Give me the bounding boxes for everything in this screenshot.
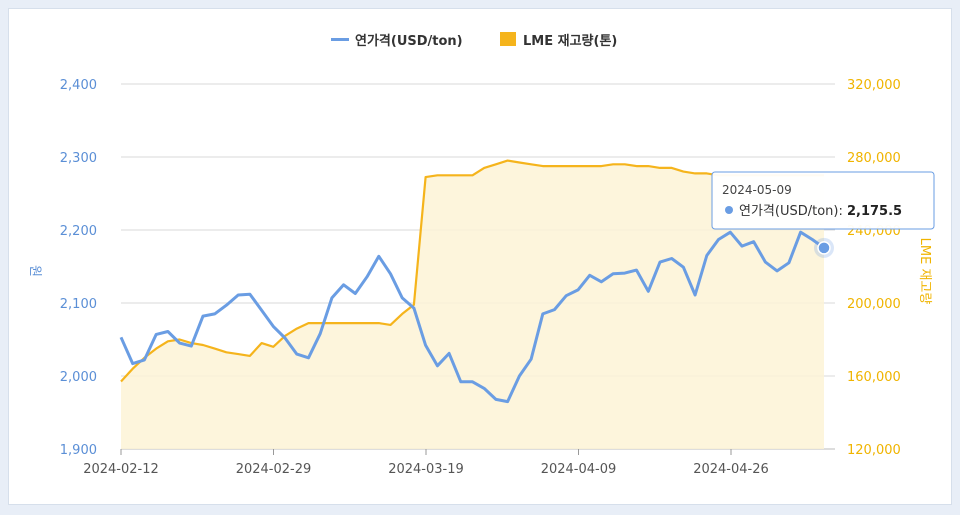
chart-svg: 연가격(USD/ton) LME 재고량(톤) 1,900 2,000 2,100 2… — [27, 32, 935, 477]
series-layer — [119, 159, 834, 449]
tooltip-date: 2024-05-09 — [722, 183, 792, 197]
y-tick-label-left: 2,200 — [60, 224, 97, 239]
y-axis-left-title: 원 — [27, 265, 42, 277]
y-tick-label-right: 160,000 — [847, 370, 901, 385]
tooltip-label: 연가격(USD/ton): — [739, 204, 847, 219]
x-axis: 2024-02-12 2024-02-29 2024-03-19 2024-04-09… — [83, 449, 769, 477]
stock-line — [120, 159, 824, 383]
y-tick-label-left: 2,100 — [60, 297, 97, 312]
x-tick-label: 2024-04-09 — [541, 462, 617, 477]
y-tick-label-left: 2,000 — [60, 370, 97, 385]
chart-panel: 연가격(USD/ton) LME 재고량(톤) 1,900 2,000 2,100 2… — [8, 8, 952, 505]
legend-label-stock[interactable]: LME 재고량(톤) — [523, 34, 617, 49]
y-tick-label-right: 200,000 — [847, 297, 901, 312]
stock-area — [121, 160, 824, 449]
price-line — [119, 230, 825, 404]
y-tick-label-right: 320,000 — [847, 78, 901, 93]
y-tick-label-right: 120,000 — [847, 443, 901, 458]
legend-swatch-stock[interactable] — [500, 32, 516, 46]
tooltip-marker — [725, 206, 733, 214]
x-tick-label: 2024-04-26 — [693, 462, 769, 477]
legend-label-price[interactable]: 연가격(USD/ton) — [355, 34, 463, 49]
x-tick-label: 2024-02-29 — [236, 462, 312, 477]
legend[interactable]: 연가격(USD/ton) LME 재고량(톤) — [331, 32, 617, 49]
y-tick-label-left: 1,900 — [60, 443, 97, 458]
price-hover-point — [817, 241, 831, 255]
tooltip-box — [711, 171, 935, 230]
y-tick-label-left: 2,400 — [60, 78, 97, 93]
tooltip: 2024-05-09 연가격(USD/ton): 2,175.5 — [711, 171, 935, 230]
x-tick-label: 2024-03-19 — [388, 462, 464, 477]
x-tick-label: 2024-02-12 — [83, 462, 159, 477]
y-axis-right-title: LME 재고량 — [917, 238, 932, 305]
tooltip-line: 연가격(USD/ton): 2,175.5 — [739, 204, 902, 219]
tooltip-value: 2,175.5 — [847, 204, 902, 219]
legend-swatch-price[interactable] — [331, 38, 349, 41]
y-axis-left: 1,900 2,000 2,100 2,200 2,300 2,400 — [60, 78, 97, 458]
y-tick-label-right: 280,000 — [847, 151, 901, 166]
y-tick-label-left: 2,300 — [60, 151, 97, 166]
y-axis-right: 120,000160,000200,000240,000280,000320,0… — [847, 78, 901, 458]
